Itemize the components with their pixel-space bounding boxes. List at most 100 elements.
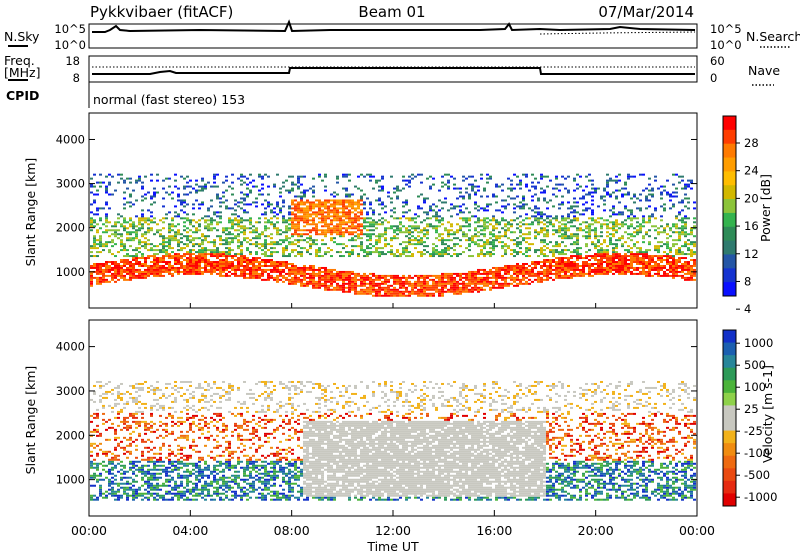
power-cell bbox=[285, 261, 288, 263]
power-cell bbox=[381, 253, 384, 256]
power-cell bbox=[546, 255, 549, 258]
power-cell bbox=[477, 217, 480, 220]
power-cell bbox=[228, 249, 231, 252]
power-cell bbox=[561, 257, 564, 260]
power-cell bbox=[621, 193, 624, 196]
power-cell bbox=[333, 213, 336, 216]
power-cell bbox=[516, 268, 519, 271]
power-cell bbox=[201, 187, 204, 190]
power-cell bbox=[441, 280, 444, 283]
power-cell bbox=[357, 219, 360, 222]
power-cell bbox=[294, 217, 297, 220]
power-cell bbox=[567, 221, 570, 224]
power-cell bbox=[633, 255, 636, 258]
power-cell bbox=[231, 237, 234, 240]
power-cell bbox=[483, 241, 486, 244]
power-cell bbox=[573, 251, 576, 254]
power-cell bbox=[669, 268, 672, 271]
velocity-cell bbox=[105, 452, 108, 455]
power-cell bbox=[450, 247, 453, 250]
power-cell bbox=[621, 261, 624, 263]
power-cell bbox=[489, 237, 492, 240]
power-cell bbox=[96, 243, 99, 246]
power-cell bbox=[126, 249, 129, 252]
power-cell bbox=[267, 264, 270, 267]
power-cell bbox=[225, 233, 228, 236]
power-cell bbox=[672, 257, 675, 260]
power-cell bbox=[201, 241, 204, 244]
power-cell bbox=[303, 207, 306, 210]
power-cell bbox=[498, 185, 501, 188]
power-cell bbox=[438, 215, 441, 218]
power-cell bbox=[342, 286, 345, 289]
power-cell bbox=[663, 189, 666, 192]
power-cell bbox=[327, 276, 330, 279]
velocity-cell bbox=[120, 420, 123, 423]
power-cell bbox=[333, 209, 336, 212]
power-cell bbox=[504, 223, 507, 226]
power-cell bbox=[438, 284, 441, 287]
power-cell bbox=[315, 284, 318, 287]
power-cell bbox=[231, 263, 234, 265]
power-cell bbox=[93, 276, 96, 279]
power-cell bbox=[237, 259, 240, 262]
power-cell bbox=[666, 272, 669, 275]
power-cell bbox=[177, 257, 180, 260]
power-cell bbox=[402, 294, 405, 297]
power-cell bbox=[243, 264, 246, 267]
power-cell bbox=[624, 270, 627, 273]
power-cell bbox=[654, 179, 657, 182]
power-cell bbox=[390, 215, 393, 218]
power-cell bbox=[444, 284, 447, 287]
power-cell bbox=[129, 261, 132, 263]
power-cell bbox=[630, 225, 633, 228]
velocity-cell bbox=[108, 450, 111, 453]
power-cell bbox=[204, 259, 207, 262]
power-cell bbox=[609, 270, 612, 273]
power-cell bbox=[468, 239, 471, 242]
power-cell bbox=[573, 261, 576, 263]
power-cell bbox=[690, 179, 693, 182]
power-cell bbox=[162, 261, 165, 263]
power-cell bbox=[675, 191, 678, 194]
power-cell bbox=[540, 187, 543, 190]
power-cell bbox=[276, 251, 279, 254]
power-cell bbox=[294, 207, 297, 210]
power-cell bbox=[531, 185, 534, 188]
power-cell bbox=[270, 255, 273, 258]
velocity-cell bbox=[114, 416, 117, 419]
velocity-cell bbox=[117, 384, 120, 387]
power-cell bbox=[615, 229, 618, 232]
power-cell bbox=[429, 253, 432, 256]
power-cell bbox=[138, 261, 141, 263]
power-cell bbox=[174, 237, 177, 240]
power-cell bbox=[264, 229, 267, 232]
power-cell bbox=[216, 253, 219, 256]
power-cell bbox=[276, 221, 279, 224]
power-cell bbox=[309, 245, 312, 248]
power-cell bbox=[669, 199, 672, 202]
power-cell bbox=[99, 241, 102, 244]
power-cell bbox=[471, 278, 474, 281]
power-cell bbox=[330, 227, 333, 230]
power-cell bbox=[99, 263, 102, 265]
power-cell bbox=[90, 274, 93, 277]
power-cell bbox=[312, 266, 315, 269]
power-cell bbox=[543, 241, 546, 244]
power-cell bbox=[324, 225, 327, 228]
power-cell bbox=[195, 183, 198, 186]
power-cell bbox=[267, 278, 270, 281]
power-cell bbox=[93, 245, 96, 248]
power-cell bbox=[360, 276, 363, 279]
power-cell bbox=[432, 274, 435, 277]
power-cell bbox=[693, 217, 696, 220]
power-cell bbox=[303, 264, 306, 267]
power-cell bbox=[420, 193, 423, 196]
power-cell bbox=[201, 243, 204, 246]
power-cell bbox=[504, 243, 507, 246]
power-cell bbox=[657, 231, 660, 234]
power-cell bbox=[462, 231, 465, 234]
power-cell bbox=[156, 259, 159, 262]
power-cell bbox=[360, 288, 363, 291]
power-cell bbox=[420, 253, 423, 256]
